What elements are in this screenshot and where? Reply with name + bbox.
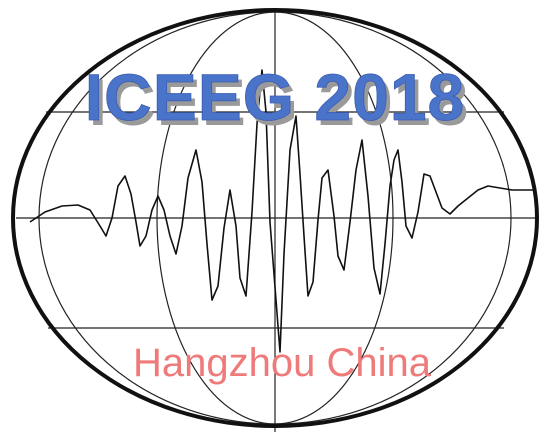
- logo-title: ICEEG 2018: [85, 60, 466, 134]
- logo-title-shadow: ICEEG 2018: [89, 65, 470, 139]
- logo-subtitle: Hangzhou China: [133, 341, 432, 385]
- seismic-waveform: [29, 69, 535, 353]
- globe-outline: [11, 8, 539, 428]
